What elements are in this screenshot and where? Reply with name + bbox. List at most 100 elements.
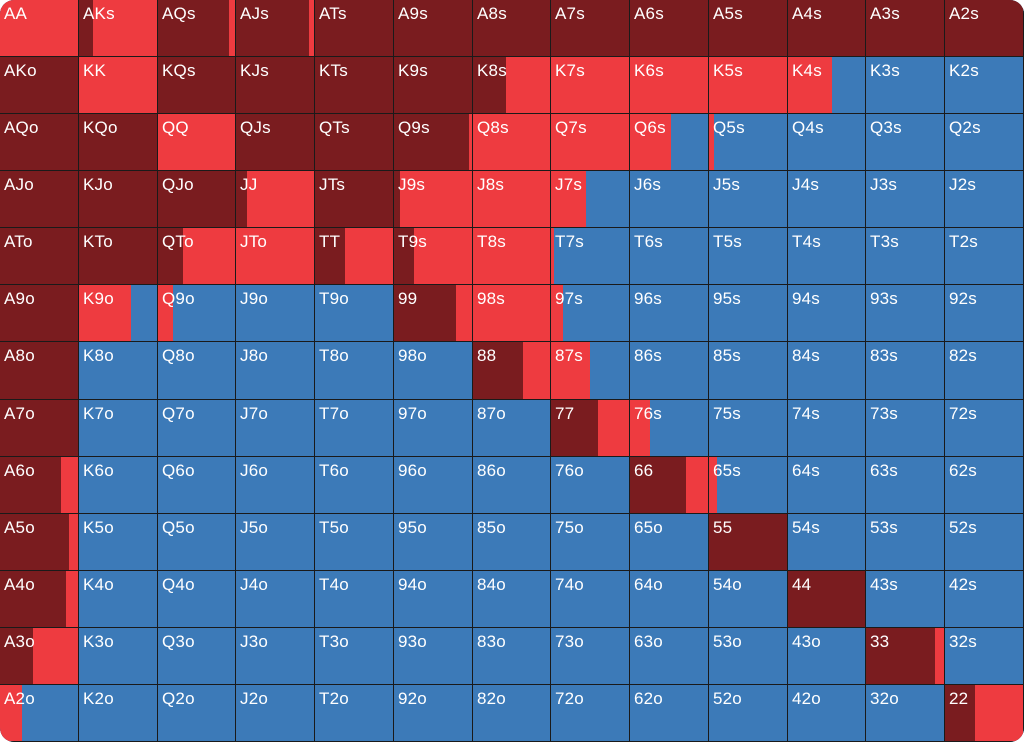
hand-cell-J8o[interactable]: J8o bbox=[236, 342, 315, 400]
hand-cell-K2s[interactable]: K2s bbox=[945, 57, 1024, 114]
hand-cell-Q2o[interactable]: Q2o bbox=[158, 685, 236, 742]
hand-cell-AJs[interactable]: AJs bbox=[236, 0, 315, 57]
hand-cell-93o[interactable]: 93o bbox=[394, 628, 473, 685]
hand-cell-Q6s[interactable]: Q6s bbox=[630, 114, 709, 171]
hand-cell-K5s[interactable]: K5s bbox=[709, 57, 788, 114]
hand-cell-J2s[interactable]: J2s bbox=[945, 171, 1024, 228]
hand-cell-T8s[interactable]: T8s bbox=[473, 228, 551, 285]
hand-cell-85s[interactable]: 85s bbox=[709, 342, 788, 400]
hand-cell-64o[interactable]: 64o bbox=[630, 571, 709, 628]
hand-cell-J7o[interactable]: J7o bbox=[236, 400, 315, 457]
hand-cell-T2s[interactable]: T2s bbox=[945, 228, 1024, 285]
hand-cell-Q5o[interactable]: Q5o bbox=[158, 514, 236, 571]
hand-cell-74o[interactable]: 74o bbox=[551, 571, 630, 628]
hand-cell-Q4o[interactable]: Q4o bbox=[158, 571, 236, 628]
hand-cell-J4o[interactable]: J4o bbox=[236, 571, 315, 628]
hand-cell-87s[interactable]: 87s bbox=[551, 342, 630, 400]
hand-cell-J5s[interactable]: J5s bbox=[709, 171, 788, 228]
hand-cell-32s[interactable]: 32s bbox=[945, 628, 1024, 685]
hand-cell-63o[interactable]: 63o bbox=[630, 628, 709, 685]
hand-cell-K4s[interactable]: K4s bbox=[788, 57, 866, 114]
hand-cell-A2s[interactable]: A2s bbox=[945, 0, 1024, 57]
hand-cell-K7o[interactable]: K7o bbox=[79, 400, 158, 457]
hand-cell-A6o[interactable]: A6o bbox=[0, 457, 79, 514]
hand-cell-54s[interactable]: 54s bbox=[788, 514, 866, 571]
hand-cell-75s[interactable]: 75s bbox=[709, 400, 788, 457]
hand-cell-88[interactable]: 88 bbox=[473, 342, 551, 400]
hand-cell-44[interactable]: 44 bbox=[788, 571, 866, 628]
hand-cell-84o[interactable]: 84o bbox=[473, 571, 551, 628]
hand-cell-62s[interactable]: 62s bbox=[945, 457, 1024, 514]
hand-cell-T6o[interactable]: T6o bbox=[315, 457, 394, 514]
hand-cell-QTs[interactable]: QTs bbox=[315, 114, 394, 171]
hand-cell-J9o[interactable]: J9o bbox=[236, 285, 315, 342]
hand-cell-Q8o[interactable]: Q8o bbox=[158, 342, 236, 400]
hand-cell-QJo[interactable]: QJo bbox=[158, 171, 236, 228]
hand-cell-74s[interactable]: 74s bbox=[788, 400, 866, 457]
hand-cell-K4o[interactable]: K4o bbox=[79, 571, 158, 628]
hand-cell-J3o[interactable]: J3o bbox=[236, 628, 315, 685]
hand-cell-A9s[interactable]: A9s bbox=[394, 0, 473, 57]
hand-cell-96o[interactable]: 96o bbox=[394, 457, 473, 514]
hand-cell-Q9o[interactable]: Q9o bbox=[158, 285, 236, 342]
hand-cell-JTs[interactable]: JTs bbox=[315, 171, 394, 228]
hand-cell-A8s[interactable]: A8s bbox=[473, 0, 551, 57]
hand-cell-T5s[interactable]: T5s bbox=[709, 228, 788, 285]
hand-cell-87o[interactable]: 87o bbox=[473, 400, 551, 457]
hand-cell-Q6o[interactable]: Q6o bbox=[158, 457, 236, 514]
hand-cell-92o[interactable]: 92o bbox=[394, 685, 473, 742]
hand-cell-J7s[interactable]: J7s bbox=[551, 171, 630, 228]
hand-cell-JTo[interactable]: JTo bbox=[236, 228, 315, 285]
hand-cell-75o[interactable]: 75o bbox=[551, 514, 630, 571]
hand-cell-83s[interactable]: 83s bbox=[866, 342, 945, 400]
hand-cell-Q7s[interactable]: Q7s bbox=[551, 114, 630, 171]
hand-cell-53s[interactable]: 53s bbox=[866, 514, 945, 571]
hand-cell-Q2s[interactable]: Q2s bbox=[945, 114, 1024, 171]
hand-cell-KTs[interactable]: KTs bbox=[315, 57, 394, 114]
hand-cell-K8o[interactable]: K8o bbox=[79, 342, 158, 400]
hand-cell-T9s[interactable]: T9s bbox=[394, 228, 473, 285]
hand-cell-J8s[interactable]: J8s bbox=[473, 171, 551, 228]
hand-cell-64s[interactable]: 64s bbox=[788, 457, 866, 514]
hand-cell-T7s[interactable]: T7s bbox=[551, 228, 630, 285]
hand-cell-A9o[interactable]: A9o bbox=[0, 285, 79, 342]
hand-cell-73s[interactable]: 73s bbox=[866, 400, 945, 457]
hand-cell-A4o[interactable]: A4o bbox=[0, 571, 79, 628]
hand-cell-32o[interactable]: 32o bbox=[866, 685, 945, 742]
hand-cell-AQo[interactable]: AQo bbox=[0, 114, 79, 171]
hand-cell-K5o[interactable]: K5o bbox=[79, 514, 158, 571]
hand-cell-Q5s[interactable]: Q5s bbox=[709, 114, 788, 171]
hand-cell-J4s[interactable]: J4s bbox=[788, 171, 866, 228]
hand-cell-K7s[interactable]: K7s bbox=[551, 57, 630, 114]
hand-cell-73o[interactable]: 73o bbox=[551, 628, 630, 685]
hand-cell-QJs[interactable]: QJs bbox=[236, 114, 315, 171]
hand-cell-T6s[interactable]: T6s bbox=[630, 228, 709, 285]
hand-cell-43o[interactable]: 43o bbox=[788, 628, 866, 685]
hand-cell-76o[interactable]: 76o bbox=[551, 457, 630, 514]
hand-cell-J5o[interactable]: J5o bbox=[236, 514, 315, 571]
hand-cell-Q3s[interactable]: Q3s bbox=[866, 114, 945, 171]
hand-cell-97s[interactable]: 97s bbox=[551, 285, 630, 342]
hand-cell-T7o[interactable]: T7o bbox=[315, 400, 394, 457]
hand-cell-A7o[interactable]: A7o bbox=[0, 400, 79, 457]
hand-cell-42s[interactable]: 42s bbox=[945, 571, 1024, 628]
hand-cell-K9s[interactable]: K9s bbox=[394, 57, 473, 114]
hand-cell-A2o[interactable]: A2o bbox=[0, 685, 79, 742]
hand-cell-95o[interactable]: 95o bbox=[394, 514, 473, 571]
hand-cell-AA[interactable]: AA bbox=[0, 0, 79, 57]
hand-cell-T8o[interactable]: T8o bbox=[315, 342, 394, 400]
hand-cell-J6o[interactable]: J6o bbox=[236, 457, 315, 514]
hand-cell-82o[interactable]: 82o bbox=[473, 685, 551, 742]
hand-cell-A3o[interactable]: A3o bbox=[0, 628, 79, 685]
hand-cell-65s[interactable]: 65s bbox=[709, 457, 788, 514]
hand-cell-AQs[interactable]: AQs bbox=[158, 0, 236, 57]
hand-cell-K9o[interactable]: K9o bbox=[79, 285, 158, 342]
hand-cell-85o[interactable]: 85o bbox=[473, 514, 551, 571]
hand-cell-83o[interactable]: 83o bbox=[473, 628, 551, 685]
hand-cell-K8s[interactable]: K8s bbox=[473, 57, 551, 114]
hand-cell-T2o[interactable]: T2o bbox=[315, 685, 394, 742]
hand-cell-KJo[interactable]: KJo bbox=[79, 171, 158, 228]
hand-cell-T4s[interactable]: T4s bbox=[788, 228, 866, 285]
hand-cell-K3s[interactable]: K3s bbox=[866, 57, 945, 114]
hand-cell-33[interactable]: 33 bbox=[866, 628, 945, 685]
